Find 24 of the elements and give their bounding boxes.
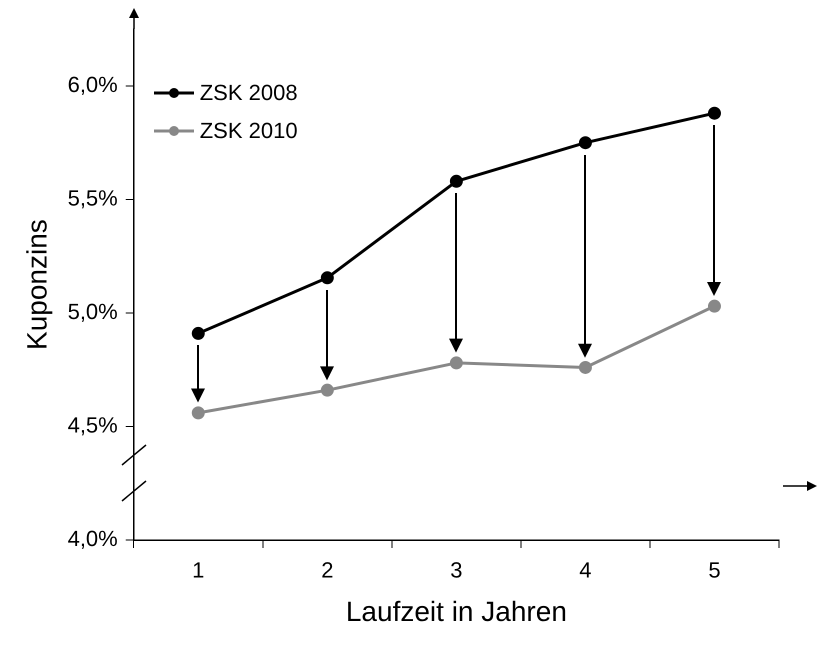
point — [578, 136, 592, 150]
point — [450, 356, 463, 370]
y-axis-title: Kuponzins — [22, 219, 53, 350]
point — [450, 174, 463, 188]
y-tick-label: 4,5% — [68, 412, 118, 438]
legend-label: ZSK 2010 — [200, 118, 298, 144]
y-tick-label: 6,0% — [68, 72, 118, 98]
point — [320, 384, 334, 397]
legend-label: ZSK 2008 — [200, 80, 298, 106]
point — [578, 360, 592, 374]
point — [192, 406, 205, 420]
x-axis-title: Laufzeit in Jahren — [346, 596, 567, 627]
point — [192, 326, 205, 340]
point — [320, 271, 334, 284]
y-tick-label: 5,0% — [68, 299, 118, 324]
point — [708, 300, 721, 313]
x-tick-label: 3 — [450, 557, 462, 582]
x-tick-label: 2 — [321, 557, 334, 582]
y-tick-label: 4,0% — [68, 526, 118, 552]
x-tick-label: 4 — [579, 557, 592, 582]
x-tick-label: 1 — [192, 557, 204, 582]
point — [708, 106, 721, 120]
x-tick-label: 5 — [708, 557, 721, 582]
y-tick-label: 5,5% — [68, 186, 118, 211]
